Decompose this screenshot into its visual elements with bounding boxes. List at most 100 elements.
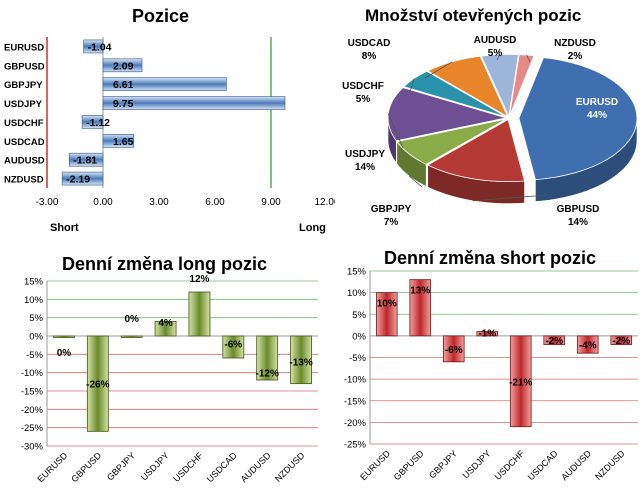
short-change-bar xyxy=(476,331,499,337)
pie-slice-percent: 14% xyxy=(355,162,375,173)
short-change-bar xyxy=(543,335,566,345)
pie-slice-percent: 5% xyxy=(356,94,371,105)
long-change-category-label: GBPUSD xyxy=(69,450,103,484)
long-change-category-label: NZDUSD xyxy=(273,450,307,484)
open-positions-pie-panel: Množství otevřených pozic EURUSD 44% GBPUS… xyxy=(335,0,643,245)
positions-x-tick-label: 12.00 xyxy=(314,197,335,208)
short-change-chart-panel: Denní změna short pozic -25% -20% -15% -10%… xyxy=(330,248,643,498)
short-change-bar xyxy=(509,335,532,428)
pie-leader-line xyxy=(526,54,531,63)
short-change-bar-chart: -25% -20% -15% -10% -5% 0% 5% 10% 15% 10% EURUSD 13… xyxy=(344,267,638,482)
pie-leader-line xyxy=(408,175,423,188)
positions-bar xyxy=(81,115,104,129)
pie-slice xyxy=(518,57,638,181)
positions-category-label: USDJPY xyxy=(4,99,43,110)
open-positions-pie-chart: EURUSD 44% GBPUSD 14% GBPJPY 7% USDJPY 14% USDCH… xyxy=(342,35,638,228)
positions-value-label: 1.65 xyxy=(113,136,134,148)
positions-bar xyxy=(83,39,104,54)
pie-slice xyxy=(426,118,526,182)
long-change-y-tick-label: 10% xyxy=(24,295,44,306)
short-change-value-label: 10% xyxy=(377,299,397,310)
long-change-bar xyxy=(222,335,245,359)
short-change-category-label: GBPUSD xyxy=(392,448,426,482)
positions-x-tick-label: 9.00 xyxy=(261,197,281,208)
short-change-category-label: AUDUSD xyxy=(559,448,593,482)
short-change-y-tick-label: 10% xyxy=(347,288,367,299)
long-change-y-tick-label: -10% xyxy=(21,368,44,379)
positions-chart-title: Pozice xyxy=(132,6,190,26)
long-change-bar-chart: -30% -25% -20% -15% -10% -5% 0% 5% 10% 15% 0% EURUS… xyxy=(21,274,318,484)
positions-value-label: -1.04 xyxy=(88,41,112,53)
pie-slice-label: EURUSD xyxy=(576,97,618,108)
positions-bar-chart: -3.00 0.00 3.00 6.00 9.00 12.00 Short Long EURUS… xyxy=(4,37,335,234)
positions-bar xyxy=(102,77,227,91)
long-change-bar xyxy=(154,320,177,337)
positions-x-tick-label: -3.00 xyxy=(36,197,59,208)
long-change-y-tick-label: -20% xyxy=(21,405,44,416)
short-change-y-tick-label: -5% xyxy=(349,353,366,364)
positions-chart-panel: Pozice -3.00 0.00 3.00 6.00 9.00 12.00 Short Lo… xyxy=(0,0,335,245)
positions-category-label: GBPJPY xyxy=(4,80,43,91)
short-change-bar xyxy=(375,292,398,337)
long-change-bar xyxy=(188,291,211,337)
short-change-category-label: NZDUSD xyxy=(593,448,627,482)
positions-category-label: NZDUSD xyxy=(4,175,44,186)
long-change-value-label: -26% xyxy=(86,380,109,391)
open-positions-pie-title: Množství otevřených pozic xyxy=(365,6,582,25)
short-change-y-tick-label: -20% xyxy=(344,418,367,429)
positions-x-tick-label: 3.00 xyxy=(149,197,169,208)
positions-category-label: USDCHF xyxy=(4,118,44,129)
short-change-category-label: USDJPY xyxy=(460,448,492,480)
pie-slice-percent: 2% xyxy=(568,51,583,62)
long-change-bar xyxy=(53,335,75,338)
short-change-bar xyxy=(409,279,432,337)
pie-slice-label: USDCHF xyxy=(342,81,384,92)
short-change-chart-title: Denní změna short pozic xyxy=(384,248,597,268)
pie-slice-label: NZDUSD xyxy=(554,38,596,49)
pie-slice-label: GBPUSD xyxy=(557,204,600,215)
pie-slice-percent: 14% xyxy=(568,217,588,228)
long-change-y-tick-label: 0% xyxy=(29,332,43,343)
short-change-category-label: USDCHF xyxy=(493,448,527,482)
short-change-value-label: -2% xyxy=(612,336,630,347)
pie-slice-percent: 7% xyxy=(384,217,399,228)
positions-short-label: Short xyxy=(50,222,79,234)
short-change-y-tick-label: 0% xyxy=(352,331,366,342)
long-change-y-tick-label: -25% xyxy=(21,423,44,434)
positions-value-label: 2.09 xyxy=(113,60,134,72)
positions-value-label: -1.12 xyxy=(86,117,110,129)
long-change-bar xyxy=(86,335,109,432)
pie-slice-label: AUDUSD xyxy=(474,35,517,46)
short-change-bar xyxy=(610,335,633,345)
positions-category-label: EURUSD xyxy=(4,42,44,53)
pie-slice-percent: 8% xyxy=(362,51,377,62)
long-change-chart-title: Denní změna long pozic xyxy=(62,254,268,274)
pie-slice xyxy=(396,118,507,165)
short-change-y-tick-label: -15% xyxy=(344,396,367,407)
positions-value-label: 9.75 xyxy=(113,98,134,110)
long-change-value-label: 4% xyxy=(158,318,173,329)
long-change-value-label: -6% xyxy=(224,339,242,350)
short-change-value-label: -1% xyxy=(478,329,496,340)
positions-bar xyxy=(102,134,135,148)
short-change-y-tick-label: 5% xyxy=(352,310,366,321)
short-change-y-tick-label: -10% xyxy=(344,375,367,386)
pie-leader-line xyxy=(424,61,453,79)
long-change-category-label: USDCHF xyxy=(171,450,205,484)
pie-slice xyxy=(387,87,507,142)
long-change-bar xyxy=(290,335,312,385)
pie-slice xyxy=(426,55,509,118)
positions-bar xyxy=(102,96,286,110)
positions-category-label: USDCAD xyxy=(4,137,45,148)
positions-x-tick-label: 0.00 xyxy=(93,197,113,208)
long-change-value-label: -12% xyxy=(256,369,279,380)
long-change-category-label: USDJPY xyxy=(139,450,171,482)
positions-category-label: AUDUSD xyxy=(4,156,45,167)
short-change-value-label: -2% xyxy=(545,336,563,347)
positions-long-label: Long xyxy=(299,222,326,234)
positions-value-label: -1.81 xyxy=(73,155,97,167)
pie-slice-label: USDJPY xyxy=(345,149,385,160)
short-change-value-label: 13% xyxy=(410,286,430,297)
positions-bar xyxy=(102,58,143,73)
long-change-chart-panel: Denní změna long pozic -30% -25% -20% -15% -… xyxy=(0,248,330,498)
